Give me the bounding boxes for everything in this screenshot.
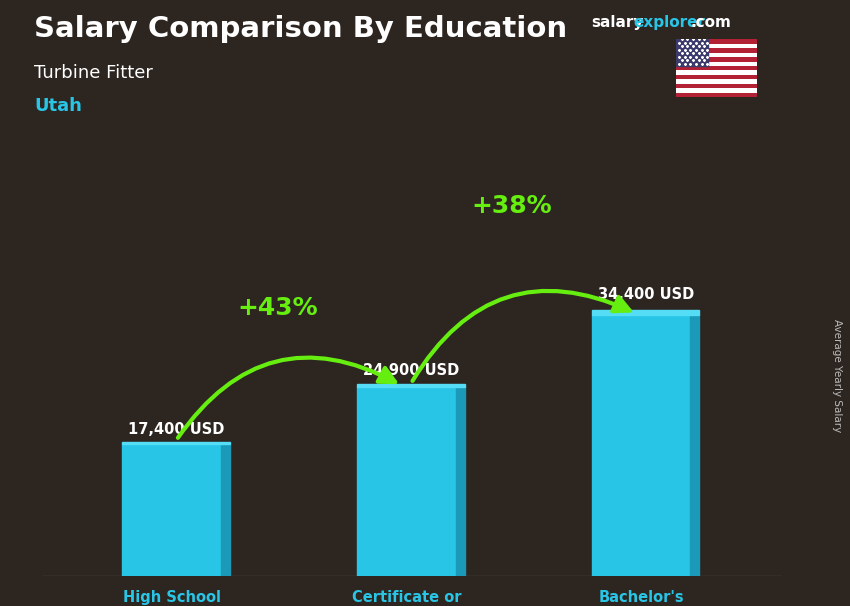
Text: salary: salary bbox=[591, 15, 643, 30]
Bar bbox=[690, 315, 700, 576]
Bar bbox=[456, 387, 465, 576]
Text: +43%: +43% bbox=[237, 296, 318, 320]
Bar bbox=[676, 70, 756, 75]
Text: explorer: explorer bbox=[633, 15, 706, 30]
Bar bbox=[676, 48, 756, 53]
Bar bbox=[676, 44, 756, 48]
Bar bbox=[676, 75, 756, 79]
Bar bbox=[122, 444, 221, 576]
Bar bbox=[357, 384, 465, 387]
FancyArrowPatch shape bbox=[412, 291, 630, 381]
Bar bbox=[592, 310, 700, 315]
Text: 34,400 USD: 34,400 USD bbox=[598, 287, 694, 302]
FancyArrowPatch shape bbox=[178, 358, 395, 438]
Bar bbox=[122, 442, 230, 444]
Text: .com: .com bbox=[690, 15, 731, 30]
Bar bbox=[676, 53, 756, 57]
Bar bbox=[676, 88, 756, 93]
Bar bbox=[676, 39, 756, 44]
Bar bbox=[676, 93, 756, 97]
Bar bbox=[676, 57, 756, 62]
Bar bbox=[676, 66, 756, 70]
Text: 17,400 USD: 17,400 USD bbox=[128, 422, 224, 438]
Bar bbox=[676, 79, 756, 84]
Bar bbox=[676, 84, 756, 88]
Text: Salary Comparison By Education: Salary Comparison By Education bbox=[34, 15, 567, 43]
Text: Utah: Utah bbox=[34, 97, 82, 115]
Text: 24,900 USD: 24,900 USD bbox=[363, 362, 459, 378]
Text: +38%: +38% bbox=[472, 194, 552, 218]
Bar bbox=[676, 62, 756, 66]
Text: Turbine Fitter: Turbine Fitter bbox=[34, 64, 153, 82]
Bar bbox=[221, 444, 230, 576]
Bar bbox=[357, 387, 456, 576]
Text: Average Yearly Salary: Average Yearly Salary bbox=[832, 319, 842, 432]
Bar bbox=[676, 39, 708, 66]
Bar bbox=[592, 315, 690, 576]
